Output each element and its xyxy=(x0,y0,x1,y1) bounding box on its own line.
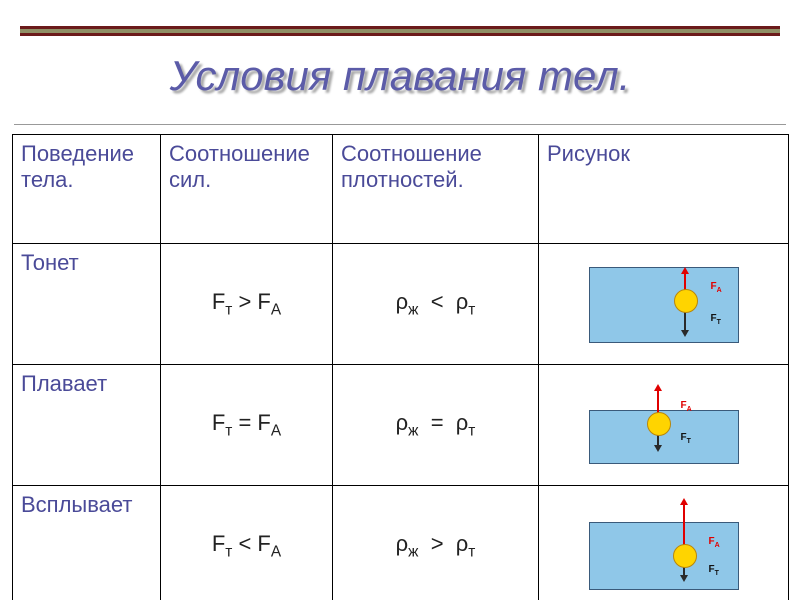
force-cell: Fт = FA xyxy=(161,365,333,486)
label-ft: FТ xyxy=(711,313,721,326)
title-dot: . xyxy=(619,52,631,99)
table-row: ВсплываетFт < FAρж > ρт FA FТ xyxy=(13,486,789,600)
behavior-cell: Тонет xyxy=(13,244,161,365)
col-header-3: Рисунок xyxy=(539,135,789,244)
col-header-2: Соотношение плотностей. xyxy=(333,135,539,244)
label-ft: FТ xyxy=(681,432,691,445)
label-fa: FA xyxy=(709,536,720,549)
label-fa: FA xyxy=(711,281,722,294)
table-row: ПлаваетFт = FAρж = ρт FA FТ xyxy=(13,365,789,486)
table-row: ТонетFт > FAρж < ρт FA FТ xyxy=(13,244,789,365)
label-ft: FТ xyxy=(709,564,719,577)
figure-cell: FA FТ xyxy=(539,244,789,365)
density-cell: ρж = ρт xyxy=(333,365,539,486)
divider xyxy=(14,124,786,125)
title-text: Условия плавания тел xyxy=(170,52,619,99)
behavior-cell: Плавает xyxy=(13,365,161,486)
conditions-table: Поведение тела.Соотношение сил.Соотношен… xyxy=(12,134,789,600)
col-header-1: Соотношение сил. xyxy=(161,135,333,244)
force-cell: Fт > FA xyxy=(161,244,333,365)
label-fa: FA xyxy=(681,400,692,413)
col-header-0: Поведение тела. xyxy=(13,135,161,244)
top-rule xyxy=(20,26,780,36)
force-cell: Fт < FA xyxy=(161,486,333,600)
figure-cell: FA FТ xyxy=(539,365,789,486)
density-cell: ρж > ρт xyxy=(333,486,539,600)
table-header-row: Поведение тела.Соотношение сил.Соотношен… xyxy=(13,135,789,244)
figure-cell: FA FТ xyxy=(539,486,789,600)
density-cell: ρж < ρт xyxy=(333,244,539,365)
page-title: Условия плавания тел. xyxy=(0,52,800,100)
behavior-cell: Всплывает xyxy=(13,486,161,600)
